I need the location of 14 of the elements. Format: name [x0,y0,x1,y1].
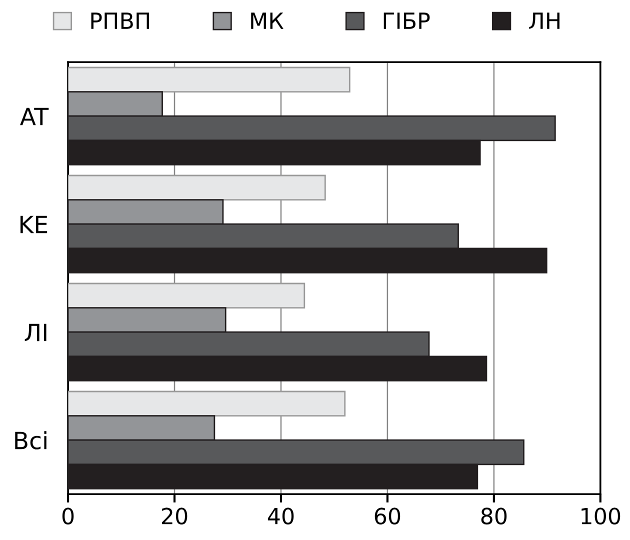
x-tick-label: 60 [374,508,400,524]
y-tick-label: ЛІ [24,324,46,342]
legend-label: ГІБР [384,12,430,29]
y-tick-label: KE [20,216,48,234]
y-tick-label: Bci [15,431,46,450]
legend-label: РПВП [91,12,149,29]
x-tick-label: 100 [582,508,620,524]
legend-label: МК [251,12,284,29]
y-tick-label: AT [20,108,49,126]
legend-label: ЛН [529,12,560,29]
x-tick-label: 80 [481,508,507,524]
x-tick-label: 0 [62,508,74,524]
x-tick-label: 40 [268,508,294,524]
x-tick-label: 20 [162,508,188,524]
